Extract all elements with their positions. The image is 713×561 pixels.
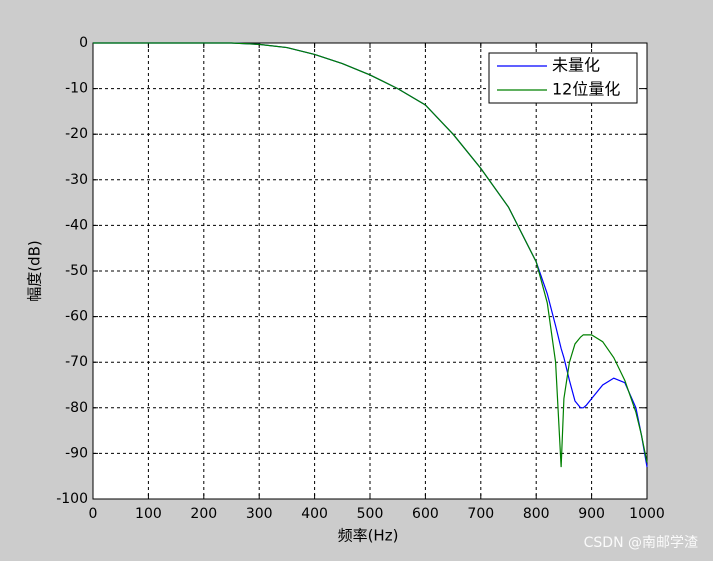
x-tick-label: 400 [301,506,328,522]
plot-frame [92,42,648,500]
x-tick-label: 900 [578,506,605,522]
y-tick-label: -80 [65,400,88,416]
legend-label: 12位量化 [552,80,620,99]
x-tick-label: 1000 [629,506,665,522]
y-tick-label: -50 [65,263,88,279]
x-tick-label: 600 [412,506,439,522]
y-tick-label: -60 [65,309,88,325]
x-tick-label: 0 [89,506,98,522]
x-tick-label: 800 [523,506,550,522]
series-line [93,42,648,468]
y-tick-label: -30 [65,172,88,188]
legend-label: 未量化 [552,56,600,75]
x-tick-label: 300 [246,506,273,522]
y-tick-label: -70 [65,354,88,370]
y-tick-label: -20 [65,126,88,142]
y-tick-label: -90 [65,445,88,461]
x-tick-label: 500 [357,506,384,522]
y-tick-label: -100 [56,491,88,507]
x-axis-label: 频率(Hz) [338,527,399,545]
x-tick-label: 700 [467,506,494,522]
watermark: CSDN @南邮学渣 [584,535,698,551]
y-tick-label: -10 [65,81,88,97]
y-tick-label: -40 [65,217,88,233]
x-tick-label: 200 [190,506,217,522]
legend-box [488,52,638,104]
y-tick-label: 0 [79,35,88,51]
x-tick-label: 100 [135,506,162,522]
y-axis-label: 幅度(dB) [26,240,44,302]
